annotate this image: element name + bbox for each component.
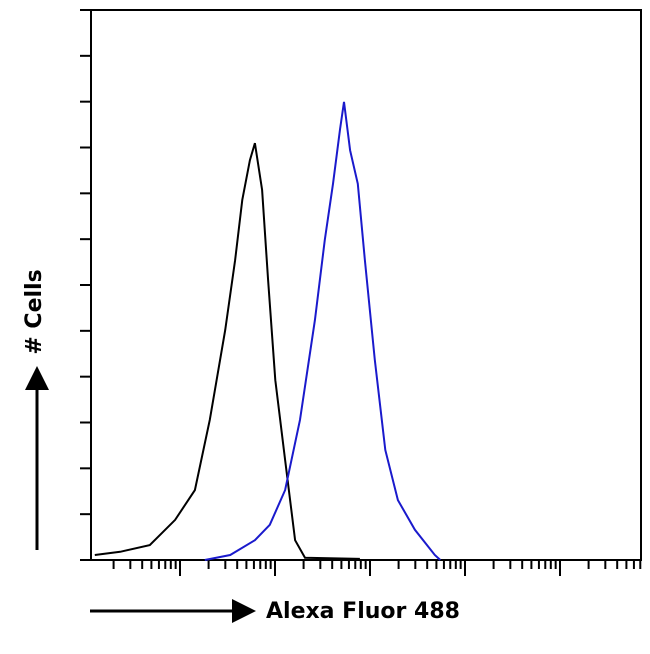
plot-frame	[90, 9, 642, 561]
tick-marks	[80, 9, 642, 576]
y-axis-label: # Cells	[22, 269, 47, 354]
plot-area	[94, 101, 441, 561]
histogram-line	[94, 142, 360, 560]
x-axis-label: Alexa Fluor 488	[266, 599, 460, 624]
histogram-line	[204, 101, 441, 561]
